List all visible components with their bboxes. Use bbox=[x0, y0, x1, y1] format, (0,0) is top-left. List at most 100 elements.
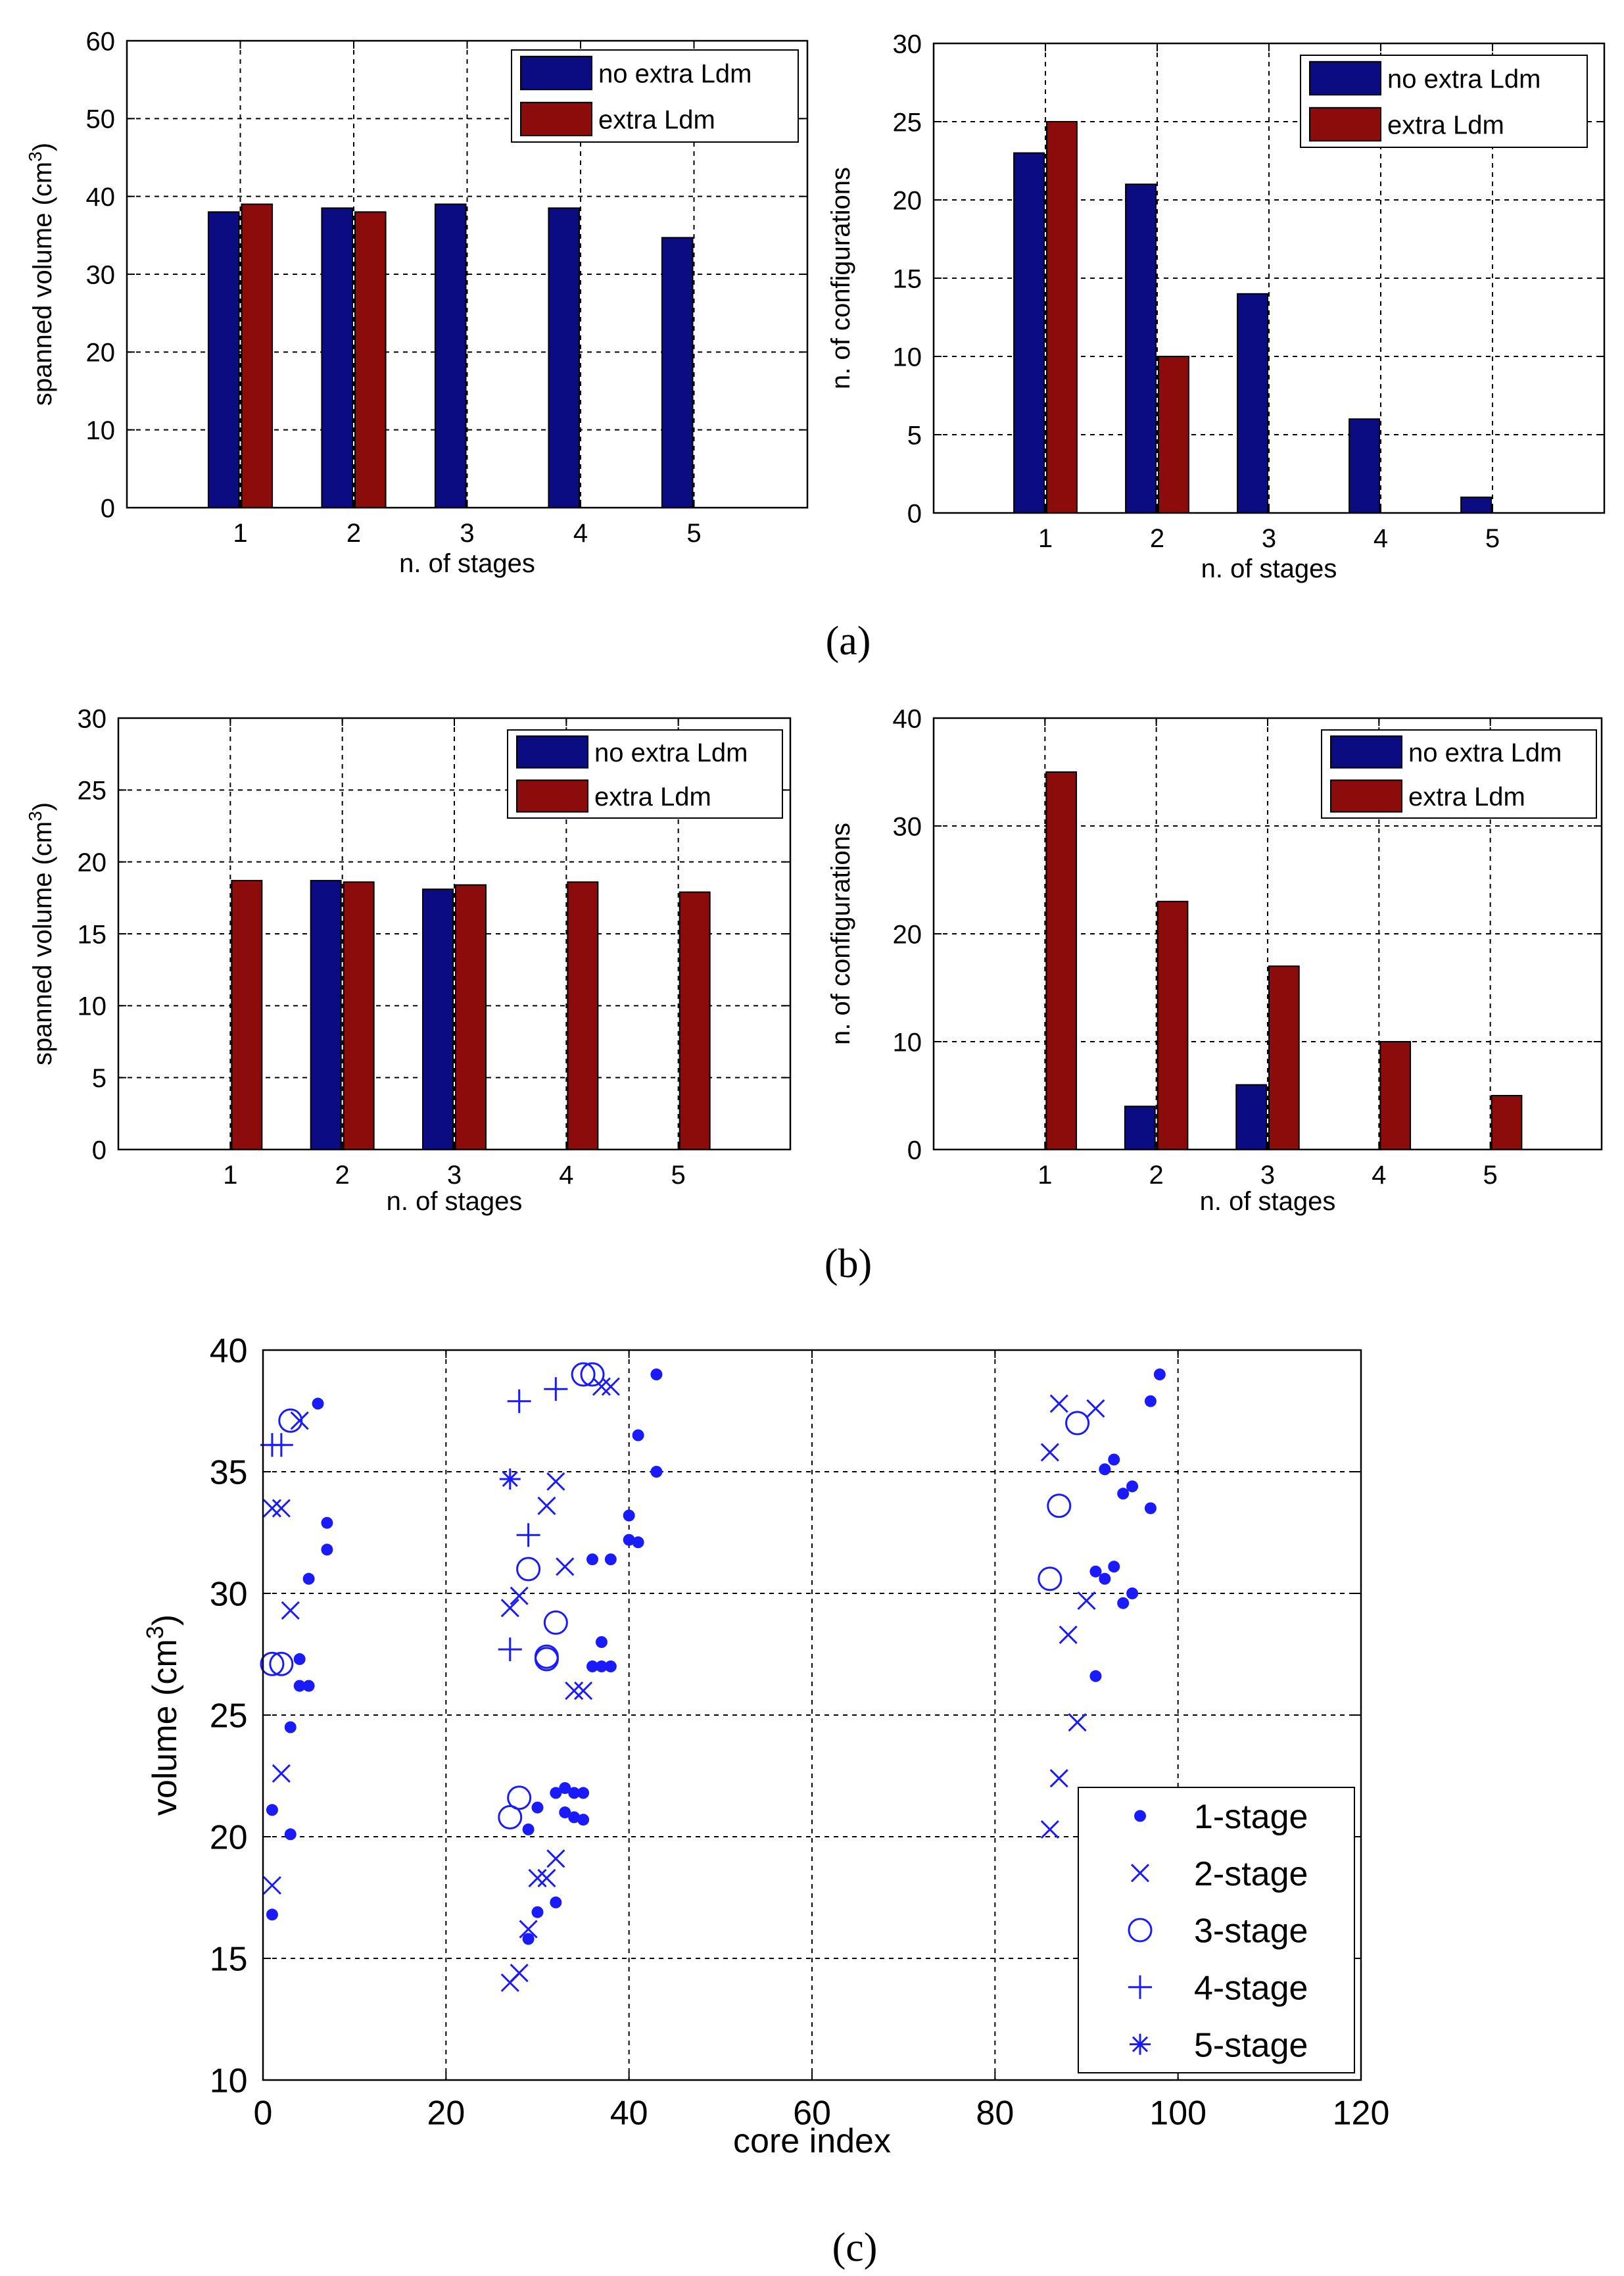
point-2-stage bbox=[537, 1496, 556, 1515]
bar-no-extra-ldm-2 bbox=[1125, 183, 1157, 514]
y-tick-label: 40 bbox=[86, 183, 116, 212]
y-tick-label: 30 bbox=[893, 30, 922, 59]
y-tick-label: 20 bbox=[893, 920, 922, 949]
point-1-stage bbox=[595, 1660, 608, 1672]
legend-label-0: no extra Ldm bbox=[598, 59, 752, 88]
point-4-stage bbox=[498, 1637, 522, 1662]
y-tick-label: 25 bbox=[893, 108, 922, 137]
point-2-stage bbox=[1059, 1625, 1078, 1644]
x-tick-label: 1 bbox=[1038, 524, 1053, 553]
bar-extra-ldm-1 bbox=[241, 203, 274, 508]
point-1-stage bbox=[321, 1543, 333, 1556]
point-3-stage bbox=[269, 1651, 294, 1676]
x-axis-label: n. of stages bbox=[1200, 1187, 1336, 1216]
bar-extra-ldm-3 bbox=[455, 884, 487, 1150]
point-1-stage bbox=[302, 1680, 315, 1692]
point-2-stage bbox=[272, 1764, 291, 1783]
point-1-stage bbox=[595, 1636, 608, 1648]
y-axis-label: n. of configurations bbox=[826, 823, 855, 1045]
point-3-stage bbox=[1065, 1411, 1090, 1436]
point-3-stage bbox=[278, 1408, 303, 1433]
point-1-stage bbox=[559, 1806, 571, 1818]
point-2-stage bbox=[500, 1599, 519, 1618]
legend-box bbox=[1078, 1787, 1355, 2073]
x-tick-label: 40 bbox=[610, 2094, 648, 2133]
y-tick-label: 0 bbox=[101, 494, 115, 523]
x-tick-label: 80 bbox=[976, 2094, 1014, 2133]
y-tick-label: 30 bbox=[893, 812, 922, 841]
x-tick-label: 4 bbox=[559, 1161, 573, 1190]
bar-extra-ldm-2 bbox=[354, 211, 387, 508]
point-1-stage bbox=[1089, 1670, 1102, 1682]
x-tick-label: 2 bbox=[1149, 1161, 1164, 1190]
figure-label-b: (b) bbox=[824, 1242, 872, 1286]
point-3-stage bbox=[260, 1651, 285, 1676]
x-tick-label: 20 bbox=[427, 2094, 465, 2133]
y-tick-label: 60 bbox=[86, 27, 116, 56]
y-axis-label: spanned volume (cm3) bbox=[25, 143, 58, 406]
x-tick-label: 1 bbox=[1038, 1161, 1052, 1190]
point-1-stage bbox=[321, 1516, 333, 1529]
y-tick-label: 30 bbox=[78, 704, 107, 733]
point-1-stage bbox=[559, 1782, 571, 1794]
point-3-stage bbox=[516, 1557, 541, 1582]
legend-label-1: extra Ldm bbox=[598, 105, 715, 134]
point-1-stage bbox=[568, 1811, 581, 1824]
bar-no-extra-ldm-3 bbox=[434, 203, 467, 508]
x-tick-label: 5 bbox=[686, 519, 701, 548]
point-4-stage bbox=[507, 1389, 531, 1413]
bar-extra-ldm-4 bbox=[567, 881, 599, 1151]
bar-no-extra-ldm-4 bbox=[548, 207, 580, 508]
legend: no extra Ldm extra Ldm bbox=[507, 729, 783, 819]
point-1-stage bbox=[550, 1787, 562, 1799]
x-tick-label: 3 bbox=[447, 1161, 462, 1190]
point-3-stage bbox=[543, 1610, 568, 1635]
point-2-stage bbox=[1086, 1399, 1105, 1418]
point-2-stage bbox=[290, 1411, 309, 1430]
y-axis-label: volume (cm3) bbox=[141, 1614, 185, 1816]
point-1-stage bbox=[266, 1908, 278, 1921]
point-1-stage bbox=[1126, 1587, 1139, 1599]
point-3-stage bbox=[498, 1804, 523, 1829]
y-axis-label: spanned volume (cm3) bbox=[25, 802, 58, 1065]
legend-label-4: 5-stage bbox=[1194, 2026, 1308, 2064]
point-2-stage bbox=[1040, 1443, 1059, 1462]
y-tick-label: 10 bbox=[893, 343, 922, 372]
y-tick-label: 10 bbox=[86, 416, 116, 445]
point-1-stage bbox=[1153, 1368, 1166, 1380]
point-3-stage bbox=[1047, 1493, 1072, 1518]
point-2-stage bbox=[262, 1876, 281, 1895]
x-tick-label: 1 bbox=[223, 1161, 237, 1190]
y-tick-label: 10 bbox=[210, 2062, 248, 2100]
point-1-stage bbox=[1108, 1561, 1120, 1573]
point-4-stage bbox=[544, 1377, 568, 1401]
point-1-stage bbox=[531, 1906, 544, 1918]
point-2-stage bbox=[281, 1601, 300, 1620]
point-1-stage bbox=[650, 1368, 663, 1380]
legend-label-0: 1-stage bbox=[1194, 1798, 1308, 1836]
legend-label-2: 3-stage bbox=[1194, 1912, 1308, 1950]
point-2-stage bbox=[1077, 1591, 1096, 1610]
legend-label-1: extra Ldm bbox=[1408, 783, 1525, 811]
bar-extra-ldm-4 bbox=[1379, 1041, 1412, 1150]
legend-label-1: extra Ldm bbox=[594, 783, 711, 811]
bar-extra-ldm-2 bbox=[343, 881, 375, 1151]
y-tick-label: 20 bbox=[86, 339, 116, 368]
x-tick-label: 3 bbox=[1262, 524, 1276, 553]
point-1-stage bbox=[1089, 1565, 1102, 1578]
point-3-stage bbox=[507, 1785, 532, 1810]
legend-marker-2 bbox=[1128, 1918, 1153, 1943]
y-tick-label: 0 bbox=[92, 1136, 107, 1165]
point-1-stage bbox=[293, 1680, 306, 1692]
y-tick-label: 15 bbox=[210, 1941, 248, 1979]
legend: 1-stage 2-stage 3-stage 4-stage 5-stage bbox=[1078, 1787, 1355, 2073]
x-tick-label: 4 bbox=[1372, 1161, 1386, 1190]
point-1-stage bbox=[531, 1801, 544, 1814]
point-3-stage bbox=[571, 1362, 596, 1387]
bar-extra-ldm-1 bbox=[1045, 771, 1078, 1150]
axes-box bbox=[932, 42, 1606, 514]
bar-extra-ldm-1 bbox=[231, 880, 263, 1151]
figure-label-c: (c) bbox=[832, 2225, 878, 2270]
point-3-stage bbox=[1038, 1566, 1063, 1591]
